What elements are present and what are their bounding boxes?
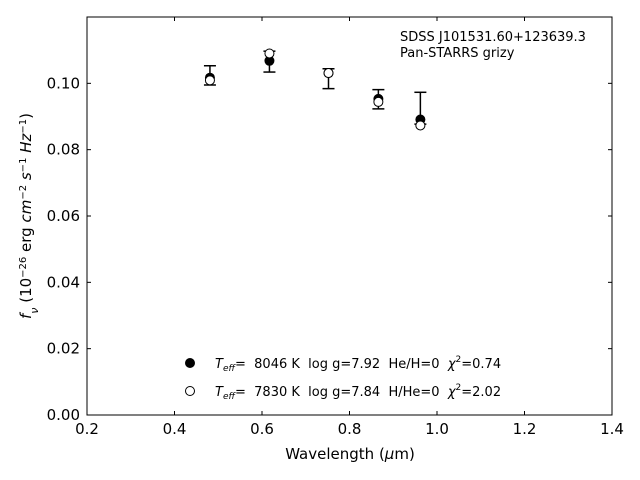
annotation-survey: Pan-STARRS grizy: [400, 46, 515, 61]
y-tick-label: 0.00: [47, 406, 80, 424]
legend-entry-1: Teff= 8046 K log g=7.92 He/H=0 χ2=0.74: [215, 355, 501, 374]
x-axis-ticks: 0.2 0.4 0.6 0.8 1.0 1.2 1.4: [75, 17, 624, 438]
series-open-points: [204, 48, 426, 131]
annotation-object-name: SDSS J101531.60+123639.3: [400, 30, 586, 45]
plot-frame: [86, 16, 613, 416]
y-tick-label: 0.04: [47, 273, 80, 291]
x-tick-label: 1.2: [513, 420, 537, 438]
point-open: [415, 120, 426, 131]
point-open: [264, 48, 275, 59]
y-tick-label: 0.10: [47, 74, 80, 92]
legend-marker-open: [185, 386, 195, 396]
x-tick-label: 1.0: [425, 420, 449, 438]
x-axis-label: Wavelength (μm): [285, 445, 415, 463]
observed-errorbars: [203, 50, 427, 125]
y-tick-label: 0.02: [47, 340, 80, 358]
legend: Teff= 8046 K log g=7.92 He/H=0 χ2=0.74 T…: [185, 355, 501, 402]
y-axis-label: fν (10−26 erg cm−2 s−1 Hz−1): [17, 113, 41, 319]
point-open: [323, 68, 334, 79]
series-filled-points: [204, 55, 426, 125]
y-axis-ticks: 0.00 0.02 0.04 0.06 0.08 0.10: [47, 74, 612, 424]
point-open: [204, 75, 215, 86]
x-tick-label: 1.4: [600, 420, 624, 438]
x-tick-label: 0.8: [338, 420, 362, 438]
legend-entry-2: Teff= 7830 K log g=7.84 H/He=0 χ2=2.02: [215, 383, 501, 402]
y-tick-label: 0.06: [47, 207, 80, 225]
y-tick-label: 0.08: [47, 141, 80, 159]
x-tick-label: 0.4: [163, 420, 187, 438]
point-open: [373, 96, 384, 107]
x-tick-label: 0.2: [75, 420, 99, 438]
x-tick-label: 0.6: [250, 420, 274, 438]
legend-marker-filled: [185, 358, 195, 368]
